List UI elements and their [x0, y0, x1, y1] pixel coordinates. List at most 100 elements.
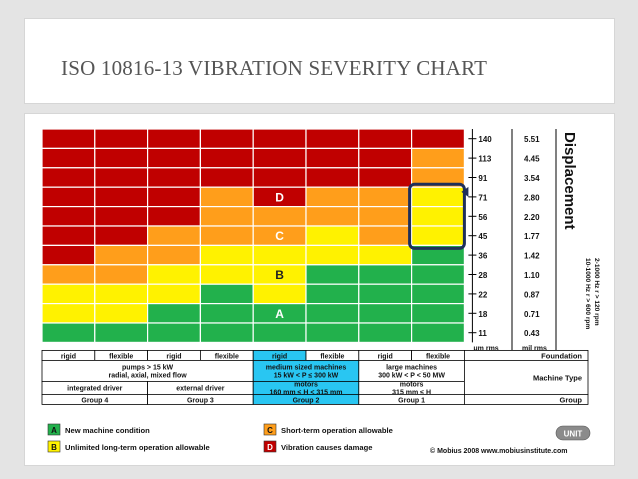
zone-label-C: C: [275, 229, 284, 243]
zone-cell-B: [305, 244, 360, 266]
zone-cell-C: [358, 225, 413, 246]
zone-cell-C: [147, 244, 202, 266]
zone-cell-A: [147, 303, 202, 324]
velocity-tick-label: 56: [478, 213, 487, 222]
displacement-tick-label: 1.42: [524, 252, 540, 261]
velocity-unit-label: μm rms: [473, 345, 498, 352]
zone-cell-A: [411, 303, 466, 324]
zone-cell-D: [41, 225, 96, 246]
group-label: Group 3: [187, 397, 214, 404]
frequency-note: 2-1000 Hz r > 120 rpm: [593, 258, 600, 326]
zone-cell-D: [41, 147, 96, 169]
zone-cell-B: [199, 244, 254, 266]
legend-swatch-letter: B: [51, 443, 57, 452]
zone-cell-C: [41, 264, 96, 285]
machine-type-label-line-0: pumps > 15 kW: [122, 364, 174, 371]
zone-cell-D: [147, 186, 202, 208]
zone-cell-A: [147, 322, 202, 343]
zone-cell-D: [147, 167, 202, 188]
driver-label-line-1: 315 mm ≤ H: [392, 389, 431, 396]
slide-title: ISO 10816-13 VIBRATION SEVERITY CHART: [61, 56, 488, 80]
table-row-header-cell: [463, 393, 589, 405]
zone-cell-D: [147, 128, 202, 149]
foundation-label: flexible: [109, 353, 133, 360]
zone-cell-D: [147, 147, 202, 169]
velocity-tick-label: 18: [478, 310, 487, 319]
zone-cell-B: [147, 264, 202, 285]
zone-cell-D: [305, 147, 360, 169]
legend-swatch-letter: A: [51, 426, 57, 435]
zone-cell-C: [199, 206, 254, 227]
velocity-tick-label: 91: [478, 174, 487, 183]
current-level-marker-icon: [461, 186, 469, 197]
zone-cell-C: [199, 225, 254, 246]
zone-cell-D: [411, 128, 466, 149]
velocity-tick-label: 28: [478, 271, 487, 280]
frequency-note: 10-1000 Hz r > 600 rpm: [584, 258, 591, 329]
title-panel: ISO 10816-13 VIBRATION SEVERITY CHART: [24, 18, 615, 104]
group-label: Group 4: [81, 397, 108, 404]
zone-cell-C: [358, 206, 413, 227]
machine-type-label-line-1: 15 kW < P ≤ 300 kW: [274, 372, 339, 379]
zone-label-A: A: [275, 307, 284, 321]
machine-type-label-line-1: radial, axial, mixed flow: [108, 372, 187, 379]
zone-cell-D: [252, 167, 307, 188]
zone-cell-D: [94, 186, 149, 208]
velocity-tick-label: 71: [478, 193, 487, 202]
zone-cell-A: [252, 322, 307, 343]
driver-label-line-0: external driver: [176, 385, 225, 392]
unit-button[interactable]: [555, 425, 591, 441]
zone-cell-B: [305, 225, 360, 246]
displacement-tick-label: 0.43: [524, 329, 540, 338]
legend-swatch-D: [263, 440, 277, 453]
foundation-label: rigid: [378, 353, 393, 360]
zone-cell-D: [94, 206, 149, 227]
zone-cell-B: [411, 186, 466, 208]
zone-cell-D: [94, 147, 149, 169]
zone-cell-A: [305, 322, 360, 343]
zone-cell-B: [358, 244, 413, 266]
foundation-label: flexible: [215, 353, 239, 360]
zone-cell-B: [252, 244, 307, 266]
displacement-tick-label: 2.20: [524, 213, 540, 222]
unit-button-label[interactable]: UNIT: [564, 430, 583, 439]
legend-swatch-C: [263, 423, 277, 436]
zone-cell-D: [41, 128, 96, 149]
machine-type-label-line-1: 300 kW < P < 50 MW: [378, 372, 445, 379]
displacement-tick-label: 1.77: [524, 232, 540, 241]
zone-cell-A: [411, 283, 466, 305]
displacement-unit-label: mil rms: [522, 345, 547, 352]
legend-text: New machine condition: [65, 426, 150, 435]
zone-cell-C: [94, 244, 149, 266]
legend-swatch-letter: D: [267, 443, 273, 452]
zone-cell-C: [358, 186, 413, 208]
table-row-header-label: Foundation: [541, 351, 582, 360]
zone-cell-C: [147, 225, 202, 246]
zone-cell-A: [358, 322, 413, 343]
driver-label-line-0: motors: [294, 381, 318, 388]
zone-label-B: B: [275, 268, 284, 282]
zone-cell-B: [41, 303, 96, 324]
foundation-label: flexible: [320, 353, 344, 360]
velocity-tick-label: 140: [478, 135, 492, 144]
zone-cell-D: [94, 128, 149, 149]
zone-cell-D: [199, 128, 254, 149]
foundation-label: flexible: [426, 353, 450, 360]
zone-cell-D: [94, 225, 149, 246]
zone-cell-D: [94, 167, 149, 188]
group-label: Group 2: [293, 397, 320, 404]
legend-swatch-letter: C: [267, 426, 273, 435]
zone-cell-D: [358, 147, 413, 169]
displacement-tick-label: 2.80: [524, 193, 540, 202]
zone-cell-A: [199, 322, 254, 343]
legend-swatch-A: [47, 423, 61, 436]
displacement-tick-label: 3.54: [524, 174, 540, 183]
displacement-tick-label: 4.45: [524, 155, 540, 164]
group-label: Group 1: [398, 397, 425, 404]
zone-cell-B: [411, 206, 466, 227]
table-row-header-cell: [463, 359, 589, 395]
legend-swatch-B: [47, 440, 61, 453]
zone-cell-C: [199, 186, 254, 208]
legend-text: Short-term operation allowable: [281, 426, 393, 435]
